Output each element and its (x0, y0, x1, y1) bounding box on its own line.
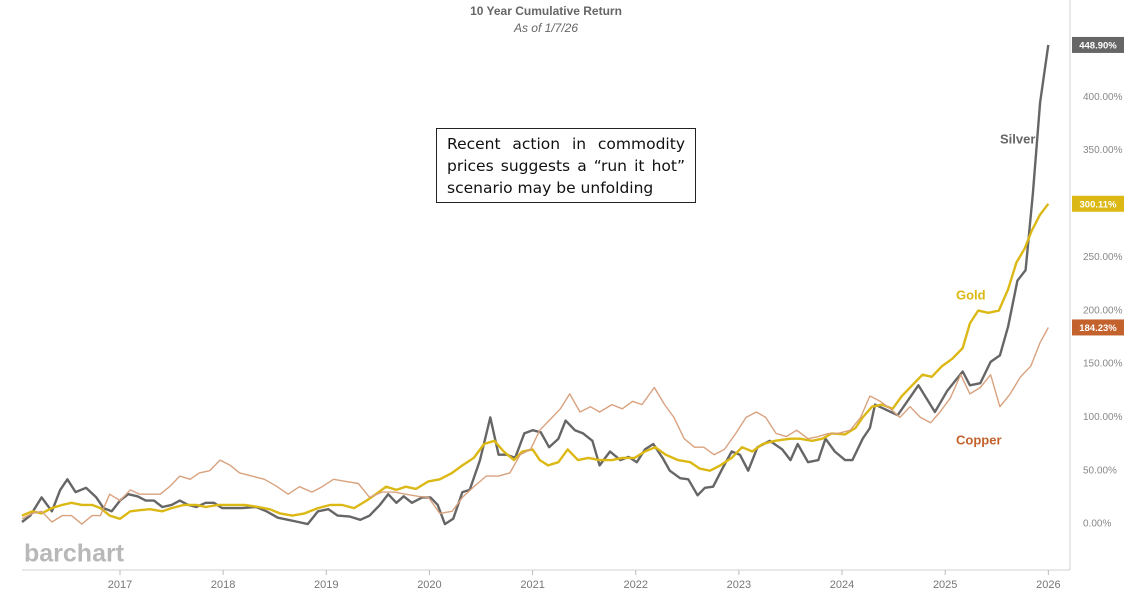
y-tick-label: 0.00% (1083, 519, 1111, 530)
annotation: Recent action in commodity prices sugges… (436, 128, 696, 203)
y-tick-label: 250.00% (1083, 252, 1123, 263)
chart-title: 10 Year Cumulative Return (470, 4, 622, 18)
end-label: 300.11% (1080, 199, 1118, 210)
series-name: Gold (956, 287, 986, 302)
series-name: Copper (956, 432, 1002, 447)
x-tick-label: 2018 (211, 579, 235, 591)
x-tick-label: 2024 (830, 579, 854, 591)
y-tick-label: 50.00% (1083, 465, 1117, 476)
series-line (21, 44, 1050, 526)
y-tick-label: 150.00% (1083, 359, 1123, 370)
end-label-box (1072, 36, 1124, 53)
series-name: Silver (1000, 131, 1035, 146)
x-tick-label: 2025 (933, 579, 957, 591)
x-tick-label: 2017 (108, 579, 132, 591)
end-label: 184.23% (1079, 323, 1117, 334)
x-tick-label: 2022 (623, 579, 647, 591)
y-tick-label: 350.00% (1083, 145, 1123, 156)
y-tick-label: 100.00% (1083, 412, 1123, 423)
end-label-box (1072, 195, 1124, 212)
series-line (21, 327, 1049, 525)
end-label: 448.90% (1079, 40, 1117, 51)
chart-subtitle: As of 1/7/26 (513, 21, 578, 35)
y-tick-label: 200.00% (1083, 305, 1123, 316)
y-tick-label: 400.00% (1083, 92, 1123, 103)
x-tick-label: 2021 (520, 579, 544, 591)
watermark: barchart (24, 540, 125, 568)
series-line (21, 203, 1050, 520)
x-tick-label: 2020 (417, 579, 441, 591)
end-label-box (1072, 319, 1124, 336)
x-tick-label: 2023 (727, 579, 751, 591)
x-tick-label: 2026 (1036, 579, 1060, 591)
x-tick-label: 2019 (314, 579, 338, 591)
